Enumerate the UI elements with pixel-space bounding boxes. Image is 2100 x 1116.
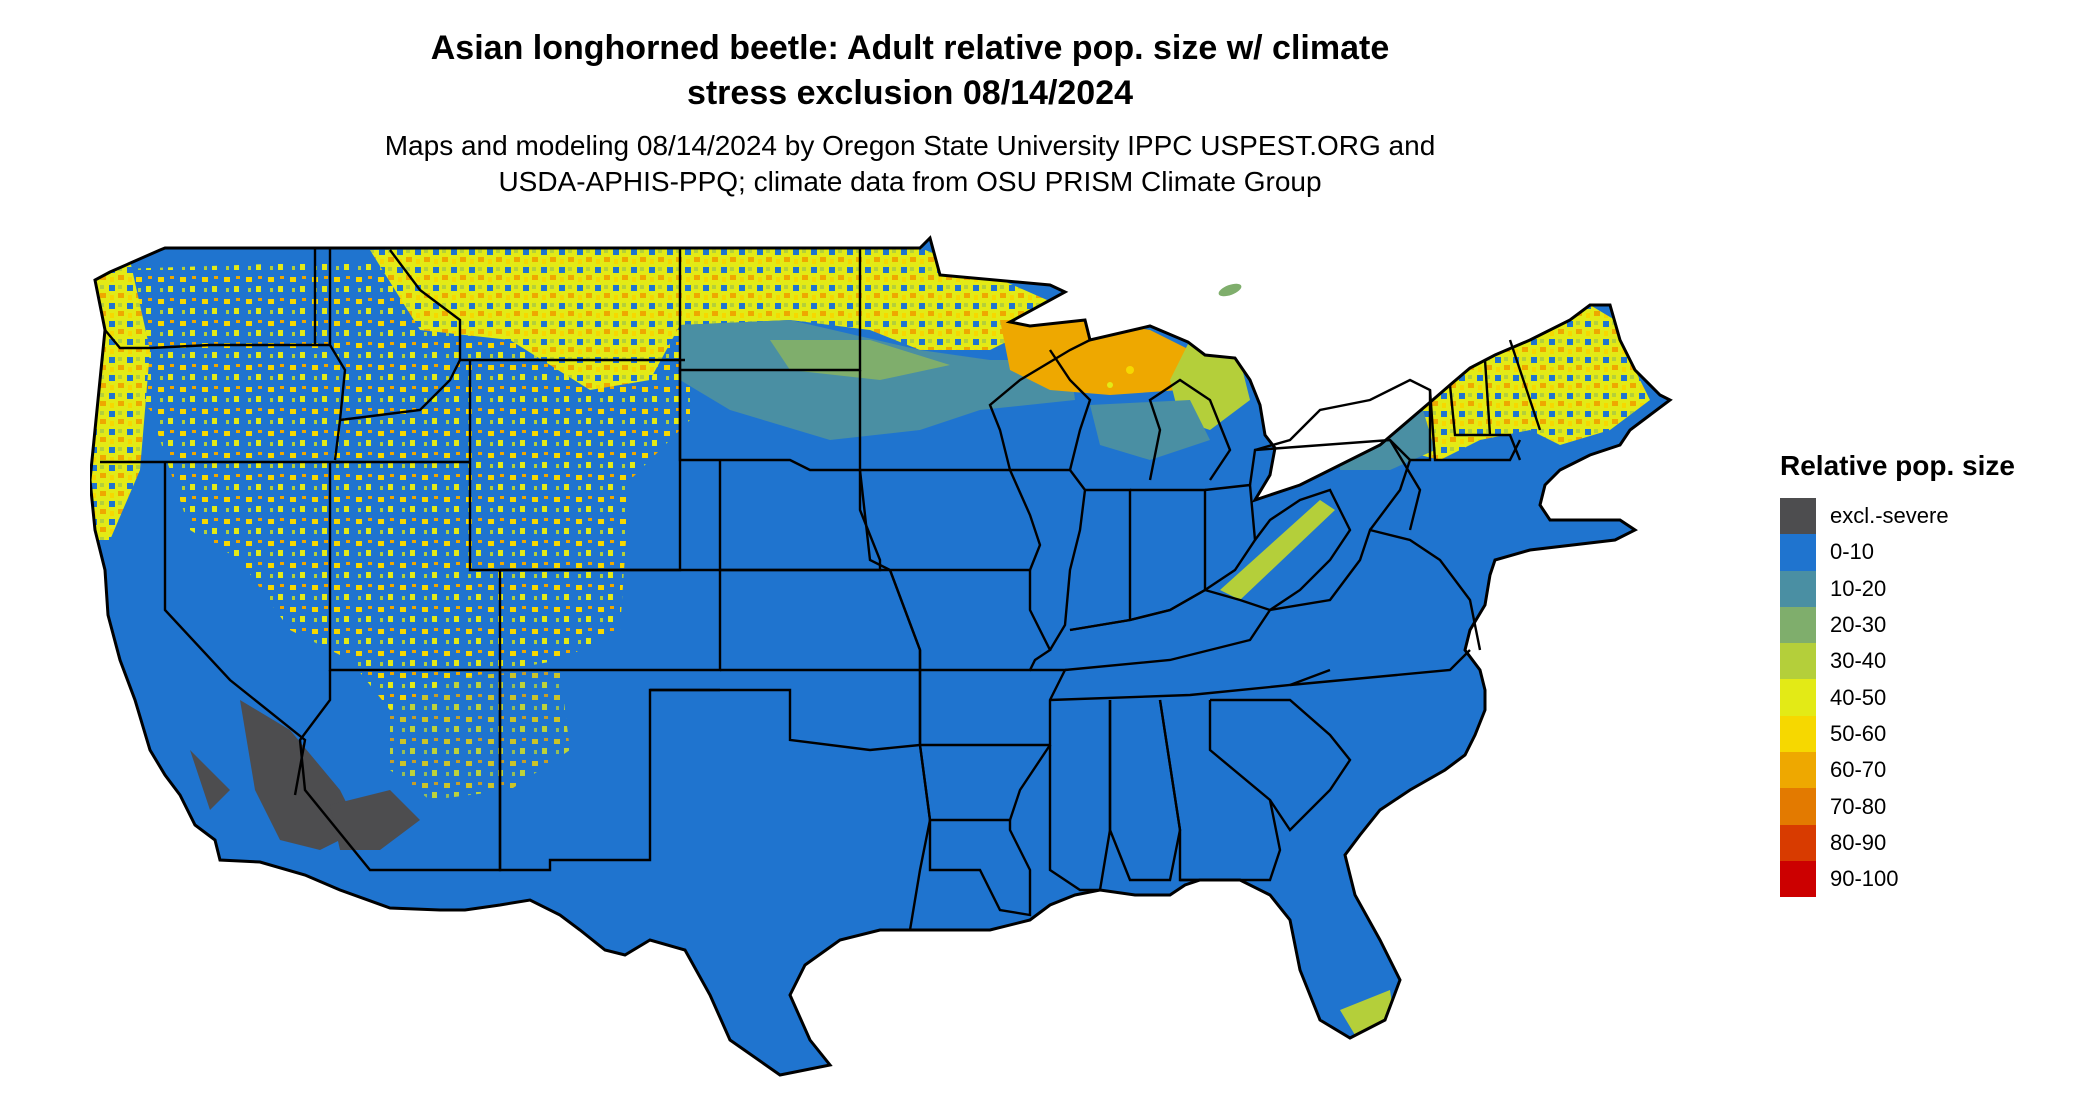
legend-item: 20-30 (1780, 606, 2015, 644)
title-line-2: stress exclusion 08/14/2024 (686, 74, 1134, 112)
legend-swatch (1780, 534, 1816, 571)
legend-label: 0-10 (1830, 539, 1875, 565)
legend-swatch (1780, 498, 1816, 535)
legend-swatch (1780, 824, 1816, 861)
legend-item: 60-70 (1780, 752, 2015, 789)
subtitle-line-1: Maps and modeling 08/14/2024 by Oregon S… (384, 130, 1436, 161)
legend-item: 30-40 (1780, 643, 2015, 680)
us-population-map (90, 236, 1672, 1077)
legend-label: 20-30 (1830, 612, 1887, 638)
legend-label: 50-60 (1830, 720, 1887, 746)
subtitle-line-2: USDA-APHIS-PPQ; climate data from OSU PR… (498, 166, 1322, 197)
legend-label: 30-40 (1830, 648, 1887, 674)
legend-item: 40-50 (1780, 679, 2015, 716)
legend-label: 70-80 (1830, 793, 1887, 819)
title-line-1: Asian longhorned beetle: Adult relative … (430, 29, 1390, 67)
lake-islands (1107, 283, 1242, 388)
legend-item: 80-90 (1780, 824, 2015, 861)
legend-swatch (1780, 606, 1816, 644)
legend-label: 10-20 (1830, 575, 1887, 601)
legend-swatch (1780, 788, 1816, 825)
legend-label: 60-70 (1830, 757, 1887, 783)
legend-items: excl.-severe 0-10 10-20 20-30 30-40 40-50 50-6… (1780, 498, 2015, 898)
legend-label: 40-50 (1830, 684, 1887, 710)
map-subtitle: Maps and modeling 08/14/2024 by Oregon S… (300, 128, 1520, 200)
legend-item: 70-80 (1780, 788, 2015, 825)
map-title: Asian longhorned beetle: Adult relative … (300, 26, 1520, 116)
legend: Relative pop. size excl.-severe 0-10 10-20… (1780, 450, 2015, 898)
legend-item: 50-60 (1780, 715, 2015, 753)
legend-swatch (1780, 715, 1816, 753)
legend-swatch (1780, 679, 1816, 716)
legend-label: 90-100 (1830, 866, 1899, 892)
legend-item: excl.-severe (1780, 498, 2015, 535)
state-boundaries (90, 236, 1672, 1077)
legend-item: 0-10 (1780, 534, 2015, 571)
legend-label: excl.-severe (1830, 503, 1949, 529)
legend-title: Relative pop. size (1780, 450, 2015, 481)
legend-swatch (1780, 860, 1816, 898)
legend-swatch (1780, 643, 1816, 680)
legend-swatch (1780, 752, 1816, 789)
legend-item: 10-20 (1780, 570, 2015, 607)
legend-item: 90-100 (1780, 860, 2015, 898)
legend-label: 80-90 (1830, 829, 1887, 855)
legend-swatch (1780, 570, 1816, 607)
